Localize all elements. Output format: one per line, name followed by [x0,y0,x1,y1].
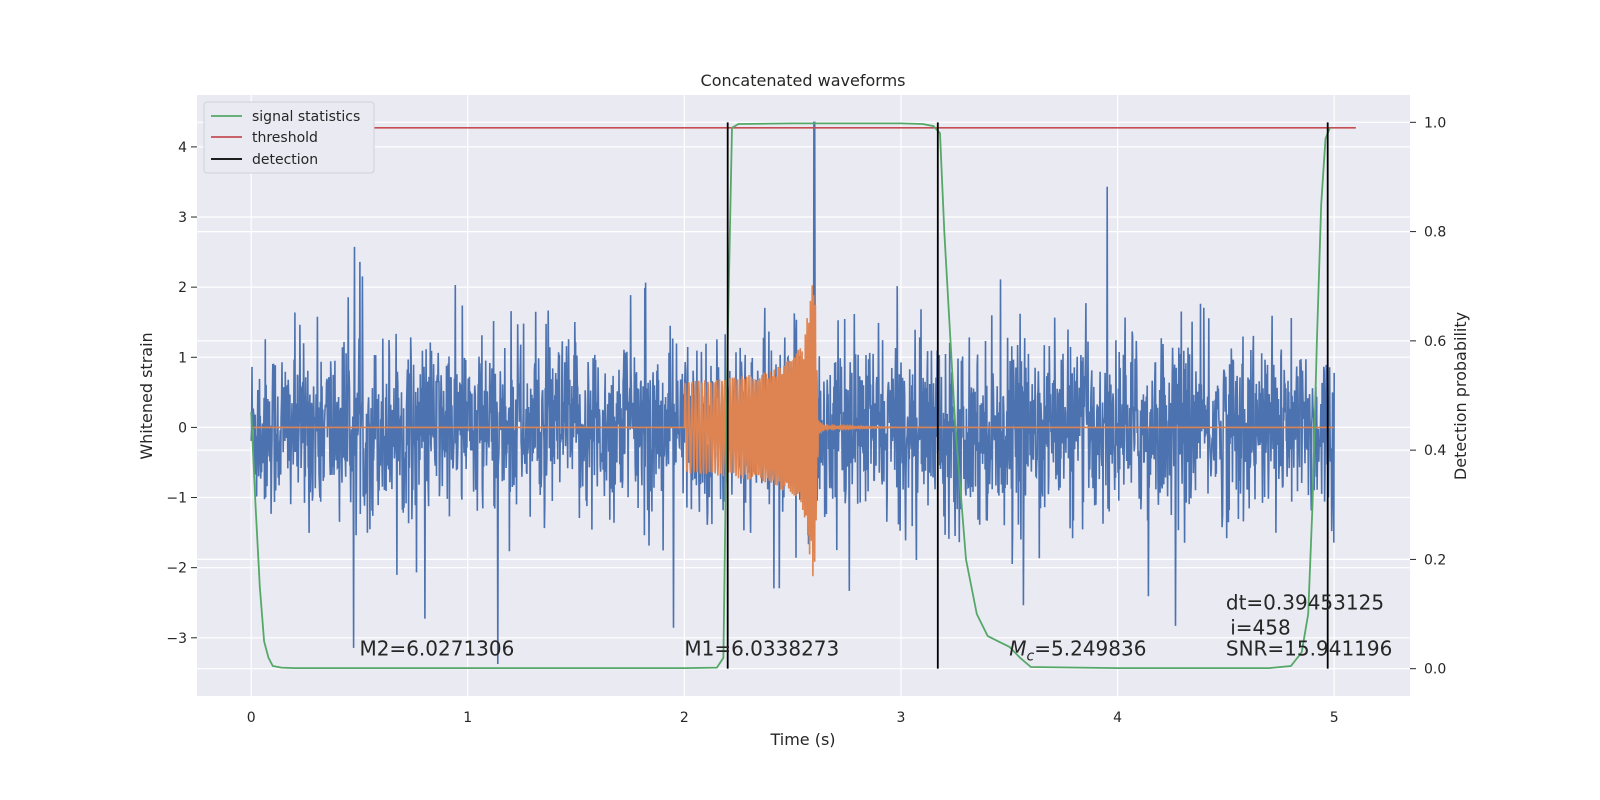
legend-label-threshold: threshold [252,130,318,146]
annotations: M2=6.0271306 M1=6.0338273 Mc=5.249836 dt=0.… [359,591,1392,665]
y2-tick-label: 0.8 [1424,225,1446,241]
y-tick-label: −2 [166,561,187,577]
legend-label-detection: detection [252,152,318,168]
chart-title: Concatenated waveforms [701,71,906,90]
x-tick-label: 5 [1330,710,1339,726]
x-tick-label: 2 [680,710,689,726]
signal-statistics-line [250,122,1331,669]
y-tick-label: 1 [178,350,187,366]
x-tick-label: 3 [897,710,906,726]
y2-axis-label: Detection probability [1451,312,1470,480]
injection-series-line [251,285,1335,577]
y-tick-label: 3 [178,210,187,226]
y-tick-label: −3 [166,631,187,647]
y-tick-label: −1 [166,491,187,507]
annotation-text: i=458 [1230,615,1291,639]
annotation-text: M1=6.0338273 [684,636,839,660]
x-axis-ticks: 0 1 2 3 4 5 [247,710,1339,726]
y2-tick-label: 0.6 [1424,334,1446,350]
x-axis-label: Time (s) [769,730,835,749]
annotation-text: Mc=5.249836 [1009,636,1146,664]
y2-tick-label: 1.0 [1424,115,1446,131]
y2-axis-ticks: 0.0 0.2 0.4 0.6 0.8 1.0 [1410,115,1446,678]
y-gridlines [197,146,1410,639]
x-tick-label: 0 [247,710,256,726]
y2-tick-label: 0.2 [1424,552,1446,568]
detection-lines [726,122,1329,669]
y-axis-label: Whitened strain [137,332,156,459]
legend-label-signal-statistics: signal statistics [252,109,360,125]
y2-tick-label: 0.0 [1424,662,1446,678]
y-tick-label: 2 [178,280,187,296]
annotation-text: dt=0.39453125 [1226,591,1384,615]
x-tick-label: 4 [1113,710,1122,726]
y-axis-ticks: −3 −2 −1 0 1 2 3 4 [166,140,197,647]
annotation-text: M2=6.0271306 [359,636,514,660]
y2-tick-label: 0.4 [1424,443,1446,459]
y-tick-label: 0 [178,420,187,436]
y-tick-label: 4 [178,140,187,156]
x-tick-label: 1 [463,710,472,726]
annotation-text: SNR=15.941196 [1226,636,1392,660]
legend-box [203,101,375,174]
legend: signal statistics threshold detection [203,101,375,174]
